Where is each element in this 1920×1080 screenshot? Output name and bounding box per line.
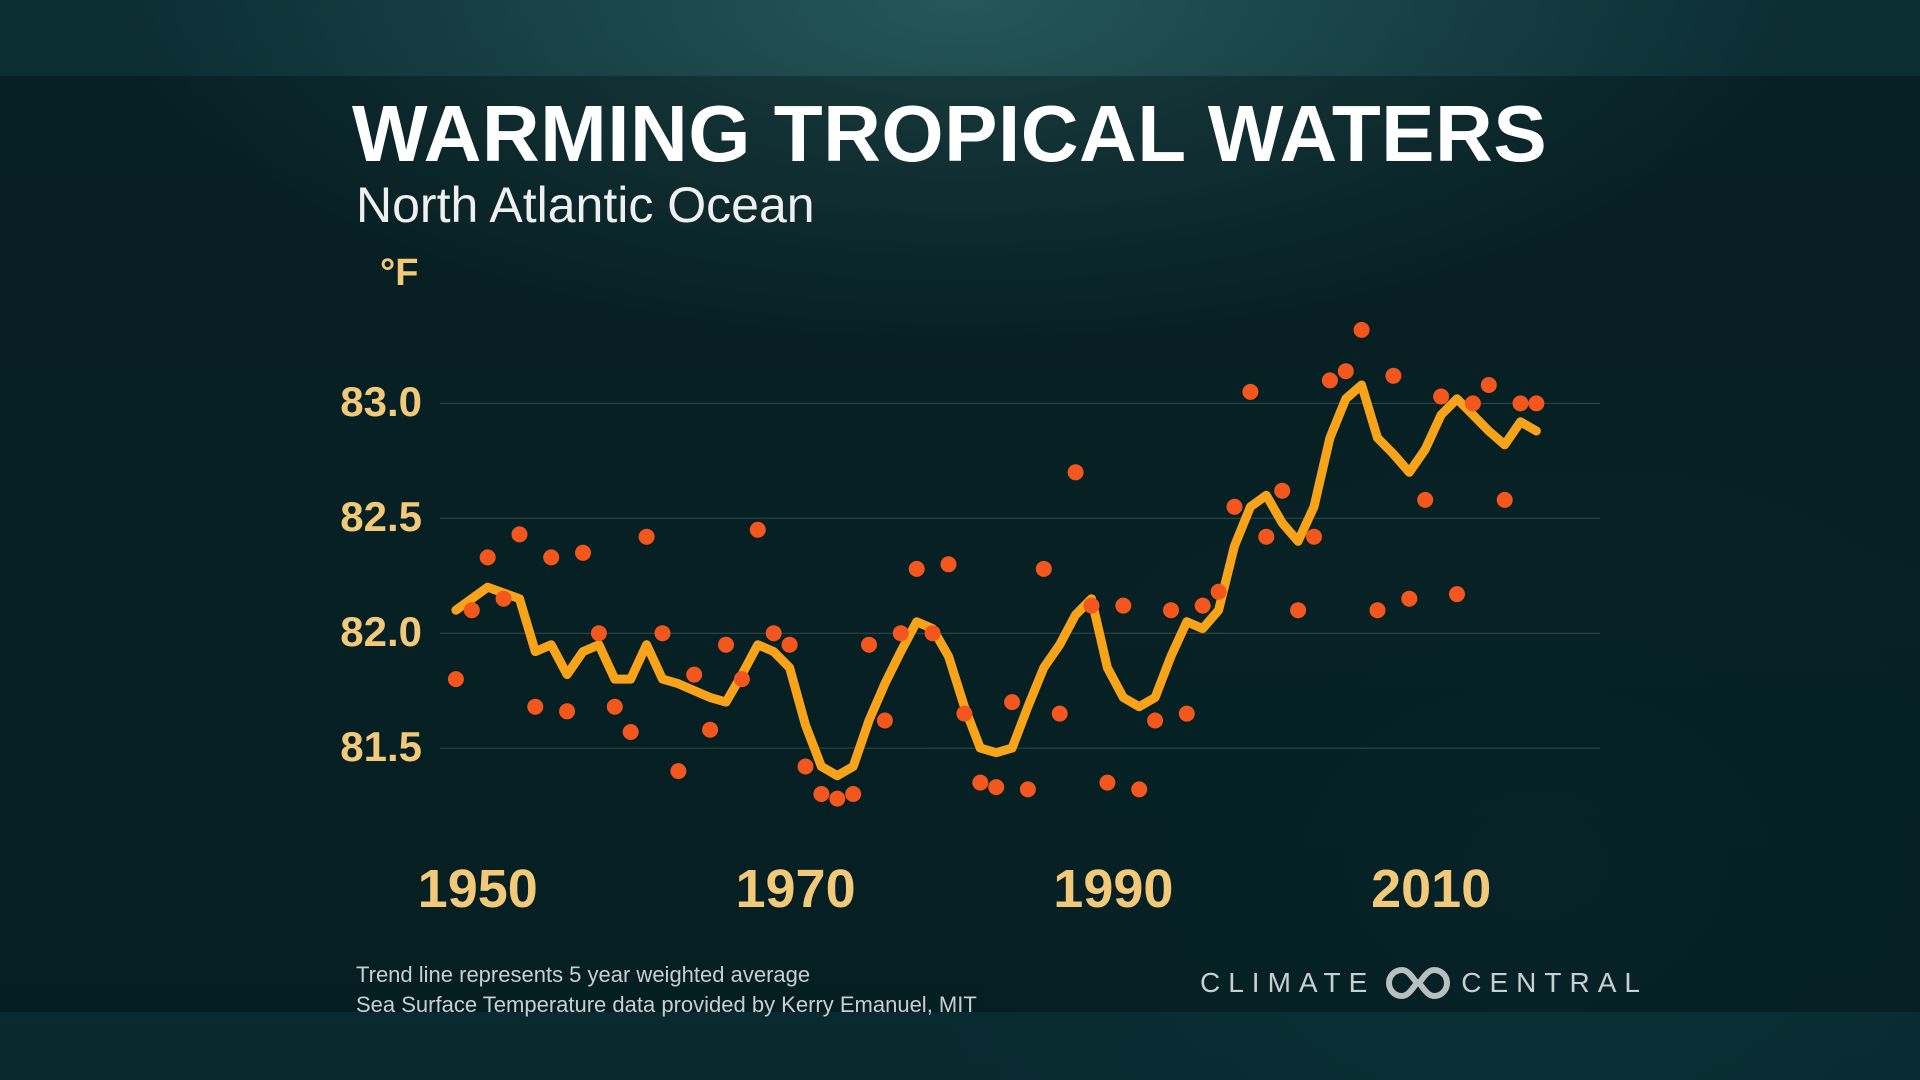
chart-subtitle: North Atlantic Ocean: [356, 176, 815, 234]
data-point: [861, 637, 877, 653]
y-tick-label: 82.0: [340, 608, 422, 656]
x-tick-label: 1970: [735, 858, 855, 920]
data-point: [464, 602, 480, 618]
data-point: [1401, 591, 1417, 607]
chart-title: WARMING TROPICAL WATERS: [352, 88, 1547, 180]
data-point: [448, 671, 464, 687]
data-point: [877, 713, 893, 729]
data-point: [1385, 368, 1401, 384]
data-point: [956, 706, 972, 722]
data-point: [766, 625, 782, 641]
data-point: [1036, 561, 1052, 577]
data-point: [702, 722, 718, 738]
data-point: [972, 775, 988, 791]
y-tick-label: 82.5: [340, 493, 422, 541]
data-point: [1195, 598, 1211, 614]
x-tick-label: 1990: [1053, 858, 1173, 920]
data-point: [734, 671, 750, 687]
data-point: [1020, 781, 1036, 797]
data-point: [1242, 384, 1258, 400]
data-point: [1052, 706, 1068, 722]
data-point: [496, 591, 512, 607]
brand-word-right: CENTRAL: [1461, 967, 1648, 999]
data-point: [718, 637, 734, 653]
data-point: [1481, 377, 1497, 393]
data-point: [1131, 781, 1147, 797]
data-point: [1099, 775, 1115, 791]
data-point: [1084, 598, 1100, 614]
y-tick-label: 81.5: [340, 723, 422, 771]
data-point: [1338, 363, 1354, 379]
data-point: [829, 791, 845, 807]
climate-central-logo: CLIMATE CENTRAL: [1200, 966, 1648, 1000]
data-point: [1211, 584, 1227, 600]
data-point: [655, 625, 671, 641]
data-point: [686, 667, 702, 683]
data-point: [1417, 492, 1433, 508]
data-point: [1306, 529, 1322, 545]
data-point: [798, 759, 814, 775]
data-point: [1274, 483, 1290, 499]
data-point: [1147, 713, 1163, 729]
data-point: [1370, 602, 1386, 618]
data-point: [1115, 598, 1131, 614]
chart-footnote: Trend line represents 5 year weighted av…: [356, 960, 977, 1020]
data-point: [1497, 492, 1513, 508]
data-point: [639, 529, 655, 545]
data-point: [1163, 602, 1179, 618]
data-point: [512, 526, 528, 542]
data-point: [1528, 395, 1544, 411]
data-point: [1258, 529, 1274, 545]
data-point: [988, 779, 1004, 795]
data-point: [670, 763, 686, 779]
data-point: [1465, 395, 1481, 411]
data-point: [782, 637, 798, 653]
data-point: [575, 545, 591, 561]
data-point: [607, 699, 623, 715]
data-point: [1322, 372, 1338, 388]
data-point: [480, 549, 496, 565]
footnote-line-2: Sea Surface Temperature data provided by…: [356, 990, 977, 1020]
data-point: [1513, 395, 1529, 411]
data-point: [559, 703, 575, 719]
x-tick-label: 1950: [418, 858, 538, 920]
data-point: [1433, 389, 1449, 405]
x-tick-label: 2010: [1371, 858, 1491, 920]
data-point: [1354, 322, 1370, 338]
data-point: [845, 786, 861, 802]
data-point: [1068, 464, 1084, 480]
data-point: [591, 625, 607, 641]
data-point: [623, 724, 639, 740]
data-point: [893, 625, 909, 641]
trend-line: [456, 385, 1537, 776]
data-point: [750, 522, 766, 538]
data-point: [1179, 706, 1195, 722]
infinity-icon: [1385, 966, 1451, 1000]
data-point: [543, 549, 559, 565]
footnote-line-1: Trend line represents 5 year weighted av…: [356, 960, 977, 990]
data-point: [909, 561, 925, 577]
y-tick-label: 83.0: [340, 378, 422, 426]
data-point: [527, 699, 543, 715]
data-point: [1449, 586, 1465, 602]
data-point: [813, 786, 829, 802]
brand-word-left: CLIMATE: [1200, 967, 1375, 999]
data-point: [1290, 602, 1306, 618]
temperature-chart: [440, 300, 1600, 840]
y-axis-unit: °F: [380, 252, 418, 295]
data-point: [925, 625, 941, 641]
data-point: [941, 556, 957, 572]
data-point: [1004, 694, 1020, 710]
data-point: [1227, 499, 1243, 515]
